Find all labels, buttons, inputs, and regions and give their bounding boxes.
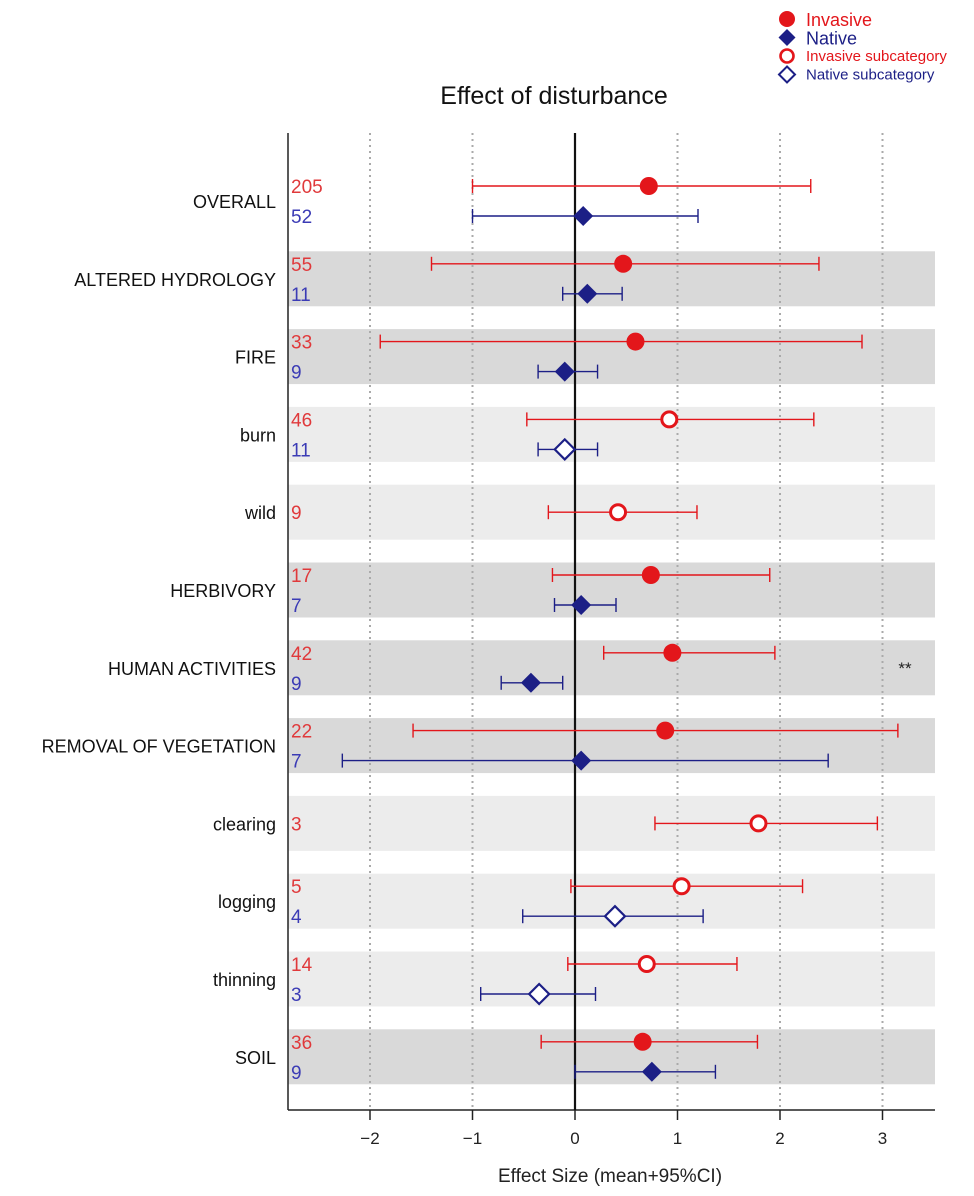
- x-tick-label: 0: [570, 1129, 579, 1148]
- row-label: HERBIVORY: [170, 581, 276, 601]
- x-tick-label: 1: [673, 1129, 682, 1148]
- native-count: 9: [291, 363, 302, 384]
- significance-annotation: **: [898, 659, 912, 678]
- x-tick-label: 3: [878, 1129, 887, 1148]
- native-marker: [571, 595, 592, 615]
- row-label: REMOVAL OF VEGETATION: [42, 737, 276, 757]
- invasive-marker: [639, 177, 658, 195]
- row-label: SOIL: [235, 1048, 276, 1068]
- vertical-gridlines: [369, 133, 884, 1110]
- native-count: 7: [291, 752, 302, 773]
- row-band: [288, 640, 935, 696]
- native-count: 4: [291, 907, 302, 928]
- row-label: ALTERED HYDROLOGY: [74, 270, 276, 290]
- native-count: 9: [291, 674, 302, 695]
- row-band: [288, 329, 935, 385]
- native-marker: [641, 1061, 662, 1082]
- native-count: 9: [291, 1063, 302, 1084]
- invasive-subcategory-marker: [609, 503, 628, 522]
- native-marker: [577, 283, 598, 304]
- legend-marker-invasive: [779, 11, 795, 27]
- invasive-count: 5: [291, 877, 302, 898]
- row-bands: [288, 251, 935, 1085]
- native-subcategory-marker: [603, 904, 627, 928]
- row-label: HUMAN ACTIVITIES: [108, 659, 276, 679]
- native-count: 7: [291, 596, 302, 617]
- row-band: [288, 1029, 935, 1085]
- native-marker: [554, 361, 575, 382]
- row-label: thinning: [213, 970, 276, 990]
- native-subcategory-marker: [553, 437, 577, 461]
- invasive-count: 17: [291, 566, 312, 587]
- chart-title: Effect of disturbance: [440, 82, 667, 110]
- invasive-marker: [633, 1032, 652, 1051]
- invasive-subcategory-marker: [749, 814, 768, 833]
- legend-marker-invasive-subcategory: [779, 48, 795, 64]
- invasive-count: 55: [291, 255, 312, 276]
- invasive-subcategory-marker: [660, 410, 679, 429]
- invasive-marker: [614, 254, 633, 273]
- native-count: 11: [291, 440, 311, 461]
- x-tick-label: 2: [775, 1129, 784, 1148]
- row-label: FIRE: [235, 348, 276, 368]
- native-subcategory-marker: [527, 982, 551, 1006]
- legend-marker-native-subcategory: [777, 65, 797, 84]
- axes: −2 −1 0 1 2 3: [287, 133, 935, 1148]
- legend-marker-native: [778, 29, 796, 46]
- invasive-count: 33: [291, 333, 312, 354]
- native-count: 11: [291, 285, 311, 306]
- invasive-count: 36: [291, 1033, 312, 1054]
- row-label: clearing: [213, 814, 276, 834]
- native-marker: [520, 672, 541, 693]
- row-band: [288, 251, 935, 307]
- legend-label: Invasive subcategory: [806, 48, 947, 65]
- invasive-count: 22: [291, 722, 312, 743]
- row-label: burn: [240, 425, 276, 445]
- invasive-count: 42: [291, 644, 312, 665]
- invasive-subcategory-marker: [637, 955, 656, 973]
- x-tick-label: −1: [463, 1129, 482, 1148]
- invasive-count: 14: [291, 955, 313, 976]
- invasive-marker: [663, 643, 682, 662]
- native-marker: [571, 750, 592, 771]
- native-count: 52: [291, 207, 312, 228]
- invasive-subcategory-marker: [672, 877, 691, 896]
- x-tick-label: −2: [360, 1129, 379, 1148]
- row-band: [288, 406, 935, 462]
- invasive-count: 3: [291, 814, 302, 835]
- invasive-marker: [656, 721, 675, 740]
- invasive-marker: [626, 332, 645, 351]
- invasive-marker: [641, 566, 660, 584]
- native-marker: [573, 206, 594, 226]
- legend-label: Native: [806, 29, 857, 49]
- row-band: [288, 718, 935, 774]
- row-band: [288, 951, 935, 1007]
- invasive-count: 46: [291, 410, 312, 431]
- legend-label: Native subcategory: [806, 67, 935, 84]
- row-label: wild: [244, 503, 276, 523]
- row-band: [288, 562, 935, 618]
- invasive-count: 205: [291, 177, 323, 198]
- row-label: OVERALL: [193, 192, 276, 212]
- x-axis-label: Effect Size (mean+95%CI): [498, 1166, 722, 1187]
- row-label: logging: [218, 892, 276, 912]
- native-count: 3: [291, 985, 302, 1006]
- legend-label: Invasive: [806, 10, 872, 30]
- invasive-count: 9: [291, 503, 302, 524]
